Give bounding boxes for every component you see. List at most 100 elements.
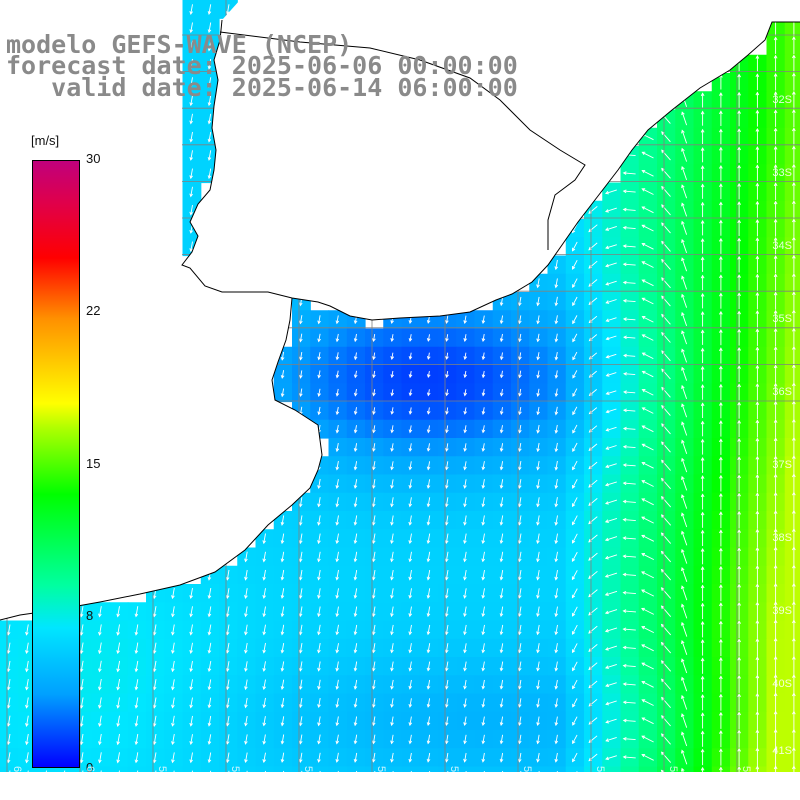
wind-arrow — [681, 166, 688, 181]
wind-cell — [584, 620, 603, 640]
wind-arrow — [152, 734, 157, 746]
wind-arrow — [792, 181, 796, 201]
wind-arrow — [622, 207, 636, 212]
wind-arrow — [207, 661, 212, 672]
wind-arrow — [572, 333, 578, 343]
wind-arrow — [408, 551, 413, 563]
wind-arrow — [79, 697, 84, 709]
wind-arrow — [335, 388, 340, 397]
wind-arrow — [719, 201, 723, 218]
wind-arrow — [641, 607, 655, 615]
wind-arrow — [661, 696, 671, 708]
wind-cell — [784, 547, 800, 567]
wind-arrow — [681, 403, 688, 418]
wind-arrow — [737, 182, 741, 200]
wind-arrow — [604, 590, 618, 596]
wind-arrow — [207, 150, 212, 161]
wind-arrow — [444, 533, 449, 544]
wind-arrow — [517, 551, 522, 563]
wind-arrow — [499, 370, 504, 379]
wind-arrow — [792, 473, 796, 493]
wind-cell — [584, 675, 603, 695]
wind-arrow — [317, 388, 321, 397]
wind-arrow — [189, 150, 193, 161]
wind-arrow — [371, 461, 376, 471]
wind-arrow — [499, 606, 504, 618]
wind-arrow — [518, 388, 522, 397]
wind-arrow — [605, 736, 617, 742]
wind-arrow — [755, 528, 760, 548]
wind-arrow — [554, 259, 559, 271]
wind-arrow — [371, 698, 376, 708]
wind-arrow — [623, 372, 636, 376]
wind-arrow — [755, 219, 760, 237]
wind-arrow — [755, 273, 760, 292]
wind-arrow — [554, 315, 559, 325]
wind-arrow — [737, 529, 741, 547]
wind-arrow — [792, 254, 796, 274]
wind-arrow — [719, 474, 723, 492]
wind-arrow — [390, 425, 394, 434]
wind-arrow — [719, 748, 723, 766]
wind-arrow — [792, 674, 796, 694]
wind-arrow — [426, 352, 431, 360]
wind-arrow — [408, 752, 413, 763]
wind-arrow — [207, 131, 212, 143]
wind-arrow — [737, 456, 741, 474]
wind-arrow — [536, 315, 540, 325]
wind-arrow — [499, 479, 504, 489]
wind-arrow — [773, 364, 778, 383]
wind-arrow — [622, 499, 636, 504]
wind-arrow — [299, 333, 303, 343]
wind-arrow — [517, 734, 522, 745]
wind-arrow — [426, 661, 431, 672]
wind-arrow — [554, 606, 559, 618]
wind-arrow — [189, 697, 193, 709]
wind-arrow — [622, 244, 636, 248]
wind-cell — [784, 657, 800, 676]
wind-arrow — [773, 145, 778, 164]
wind-cell — [784, 273, 800, 293]
wind-arrow — [371, 606, 376, 618]
wind-arrow — [773, 473, 778, 493]
wind-arrow — [773, 747, 778, 767]
wind-arrow — [572, 661, 578, 672]
wind-arrow — [737, 674, 741, 693]
wind-arrow — [536, 388, 540, 397]
wind-arrow — [660, 550, 672, 563]
wind-arrow — [700, 292, 705, 309]
wind-arrow — [116, 642, 121, 654]
wind-arrow — [6, 733, 11, 746]
wind-arrow — [623, 335, 636, 340]
wind-arrow — [604, 572, 618, 578]
wind-arrow — [554, 551, 559, 563]
wind-arrow — [481, 661, 486, 672]
wind-arrow — [773, 127, 778, 146]
wind-arrow — [604, 554, 618, 560]
wind-arrow — [737, 328, 741, 346]
wind-arrow — [660, 587, 672, 599]
wind-arrow — [390, 661, 394, 672]
lat-label: 40S — [772, 678, 792, 690]
wind-arrow — [792, 692, 796, 712]
wind-arrow — [660, 477, 671, 490]
wind-arrow — [719, 365, 723, 382]
wind-arrow — [171, 679, 175, 691]
wind-arrow — [518, 370, 522, 379]
wind-arrow — [792, 145, 796, 164]
wind-arrow — [792, 291, 796, 310]
wind-arrow — [719, 128, 723, 145]
wind-arrow — [481, 533, 486, 544]
wind-arrow — [773, 328, 778, 347]
wind-arrow — [719, 347, 723, 364]
wind-arrow — [719, 492, 723, 510]
wind-arrow — [681, 548, 688, 564]
wind-arrow — [335, 624, 340, 636]
lon-label: 57W — [302, 766, 314, 789]
wind-arrow — [262, 624, 266, 636]
wind-arrow — [755, 546, 760, 566]
wind-arrow — [792, 273, 796, 292]
wind-arrow — [317, 643, 321, 654]
wind-arrow — [536, 716, 540, 727]
wind-arrow — [773, 255, 778, 274]
